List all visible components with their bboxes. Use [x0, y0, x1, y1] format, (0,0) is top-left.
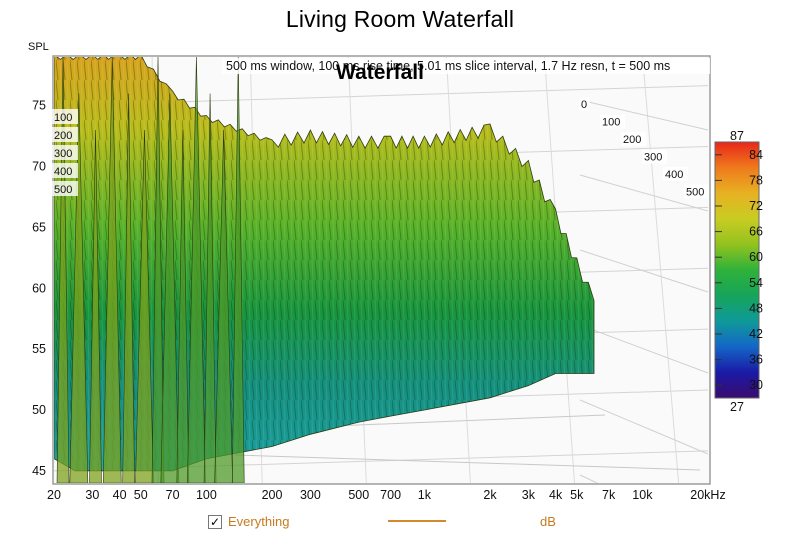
y-tick-label: 50 [32, 403, 46, 417]
time-label-right: 200 [623, 134, 641, 146]
spike [89, 130, 102, 483]
y-axis-label: SPL [28, 41, 49, 53]
x-tick-label: 5k [570, 488, 584, 502]
spike [69, 93, 89, 483]
time-label-left: 200 [54, 130, 72, 142]
spike [214, 130, 233, 483]
spike [102, 57, 122, 483]
color-scale-min: 27 [730, 400, 744, 414]
x-tick-label: 50 [134, 488, 148, 502]
subtitle-box [222, 58, 710, 74]
spike [176, 130, 190, 483]
spike [56, 57, 70, 483]
time-axis-left: 100 200 300 400 500 [52, 109, 78, 196]
x-tick-label: 200 [262, 488, 283, 502]
time-label-right: 400 [665, 169, 683, 181]
time-label-bg [52, 163, 78, 178]
color-scale-max: 87 [730, 129, 744, 143]
window-title: Living Room Waterfall [285, 6, 515, 32]
time-label-left: 100 [54, 112, 72, 124]
color-scale: 87 27 84 78 72 66 60 54 48 42 36 30 [714, 129, 763, 414]
color-tick-label: 30 [749, 378, 763, 392]
x-tick-label: 1k [418, 488, 432, 502]
spike [135, 130, 154, 483]
x-tick-label: 700 [380, 488, 401, 502]
time-label-bg [621, 132, 646, 146]
x-tick-label: 20 [47, 488, 61, 502]
subtitle: 500 ms window, 100 ms rise time, 5.01 ms… [226, 59, 670, 73]
grid-line [234, 454, 701, 471]
color-tick-label: 66 [749, 225, 763, 239]
y-tick-label: 55 [32, 342, 46, 356]
x-tick-label: 500 [348, 488, 369, 502]
x-tick-label: 4k [549, 488, 563, 502]
color-tick-label: 54 [749, 276, 763, 290]
color-tick-label: 78 [749, 173, 763, 187]
grid-line [579, 174, 709, 212]
grid-line [579, 249, 709, 293]
x-tick-label: 20kHz [690, 488, 725, 502]
y-tick-label: 45 [32, 464, 46, 478]
color-tick-label: 84 [749, 148, 763, 162]
x-tick-label: 2k [483, 488, 497, 502]
x-tick-label: 10k [632, 488, 653, 502]
color-tick-label: 48 [749, 301, 763, 315]
spike [203, 93, 217, 483]
legend-line-sample [388, 520, 446, 522]
legend-checkbox[interactable]: ✓ [208, 515, 222, 529]
waterfall-surface [54, 57, 595, 483]
time-label-bg [600, 114, 625, 129]
x-tick-label: 300 [300, 488, 321, 502]
y-tick-label: 75 [32, 99, 46, 113]
y-tick-label: 70 [32, 160, 46, 174]
time-label-bg [579, 97, 590, 111]
x-tick-label: 100 [196, 488, 217, 502]
time-label-left: 500 [54, 184, 72, 196]
color-tick-label: 42 [749, 327, 763, 341]
time-label-right: 300 [644, 152, 662, 164]
color-scale-bar [714, 141, 760, 399]
color-tick-label: 60 [749, 250, 763, 264]
chart-title: Waterfall [336, 61, 424, 84]
color-tick-label: 36 [749, 353, 763, 367]
y-tick-label: 65 [32, 220, 46, 234]
y-tick-label: 60 [32, 281, 46, 295]
grid-line [579, 324, 709, 374]
x-axis-ticks: 20 30 40 50 70 100 200 300 500 700 1k 2k 3k 4k 5k 7k 10k… [47, 488, 726, 502]
y-axis-ticks: 45 50 55 60 65 70 75 [32, 99, 46, 478]
surface-ridges [54, 57, 594, 471]
spike [151, 57, 165, 483]
x-tick-label: 30 [85, 488, 99, 502]
low-frequency-spikes [56, 57, 245, 483]
time-label-bg [52, 127, 78, 142]
spike [187, 57, 206, 483]
legend-label[interactable]: Everything [228, 514, 290, 529]
time-label-right: 0 [581, 99, 587, 111]
time-label-right: 100 [602, 117, 620, 129]
grid-line [642, 57, 680, 483]
time-label-bg [684, 184, 709, 199]
color-scale-ticks: 84 78 72 66 60 54 48 42 36 30 [715, 148, 763, 392]
grid-line [579, 399, 709, 455]
time-label-left: 300 [54, 148, 72, 160]
x-tick-label: 70 [166, 488, 180, 502]
spike [231, 57, 245, 483]
time-label-bg [663, 167, 688, 181]
grid-line [579, 99, 709, 131]
time-label-right: 500 [686, 187, 704, 199]
time-label-bg [642, 149, 667, 164]
time-label-bg [52, 181, 78, 196]
color-tick-label: 72 [749, 199, 763, 213]
spike [122, 93, 135, 483]
spike [160, 93, 180, 483]
time-label-bg [52, 109, 78, 124]
x-tick-label: 40 [113, 488, 127, 502]
x-tick-label: 7k [602, 488, 616, 502]
x-tick-label: 3k [522, 488, 536, 502]
legend-unit: dB [540, 514, 556, 529]
time-label-bg [52, 145, 78, 160]
time-label-left: 400 [54, 166, 72, 178]
